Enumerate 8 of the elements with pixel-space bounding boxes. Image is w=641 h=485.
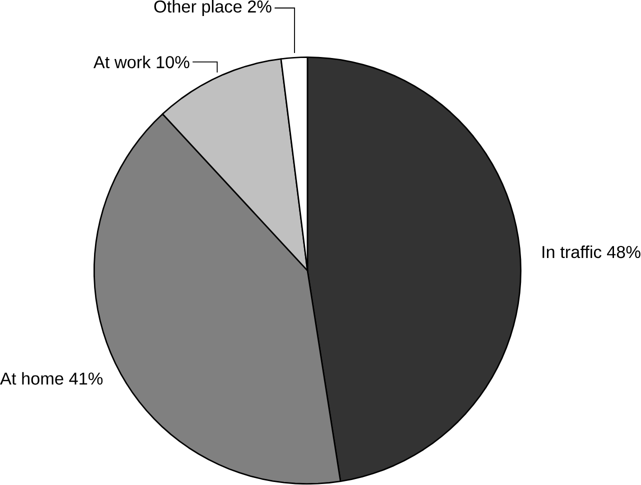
slice-label: At work (93, 56, 151, 68)
slice-label: At home (0, 372, 64, 385)
data-label: 10% (156, 56, 190, 68)
data-label: 41% (69, 372, 103, 385)
data-label: 2% (248, 0, 272, 13)
slice-label: Other place (154, 0, 242, 16)
data-label: 48% (607, 246, 640, 258)
slice-label: In traffic (542, 246, 602, 258)
